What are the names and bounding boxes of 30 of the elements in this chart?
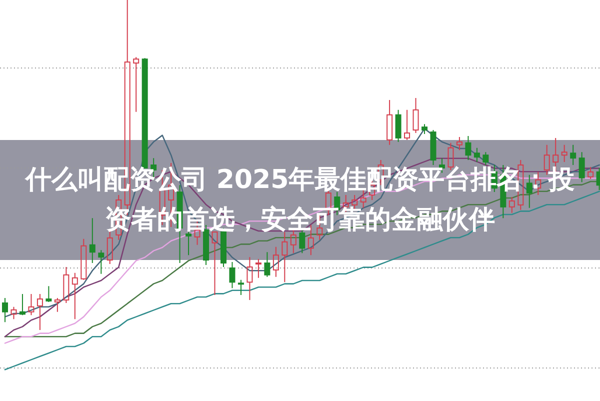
candlestick (63, 266, 70, 304)
candlestick (264, 252, 270, 278)
candlestick (386, 99, 393, 146)
candlestick (282, 231, 288, 283)
candlestick (212, 231, 218, 296)
candlestick (98, 250, 104, 274)
candlestick (412, 98, 419, 134)
candlestick (474, 147, 480, 163)
candlestick (272, 246, 279, 278)
candlestick (570, 144, 576, 166)
candlestick (2, 297, 8, 323)
candlestick (54, 297, 60, 312)
candlestick (255, 258, 262, 278)
candlestick (89, 218, 96, 264)
candlestick (28, 294, 34, 316)
candlestick (578, 152, 585, 183)
candlestick (133, 56, 140, 112)
candlestick (72, 272, 78, 320)
candlestick (561, 144, 568, 163)
candlestick (456, 136, 462, 151)
candlestick (46, 286, 52, 302)
candlestick (186, 231, 192, 256)
candlestick (19, 294, 26, 316)
candlestick (238, 279, 244, 296)
candlestick (229, 262, 236, 289)
candlestick (36, 294, 43, 330)
candlestick (404, 109, 410, 140)
candlestick (246, 256, 253, 300)
candlestick (465, 135, 472, 161)
candlestick (508, 196, 515, 214)
